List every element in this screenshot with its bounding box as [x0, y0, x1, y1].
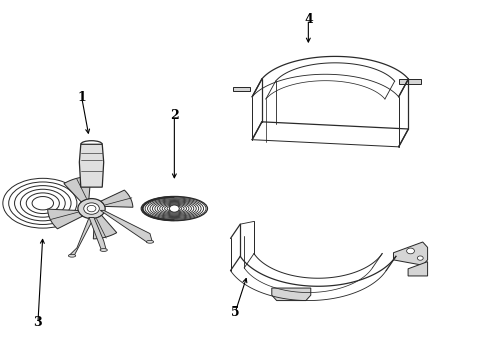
Text: 5: 5 [231, 306, 240, 319]
Circle shape [407, 248, 415, 254]
Text: 4: 4 [304, 13, 313, 26]
Polygon shape [79, 144, 104, 187]
Polygon shape [233, 87, 250, 91]
Ellipse shape [69, 254, 75, 257]
Polygon shape [93, 215, 117, 239]
Polygon shape [100, 210, 152, 243]
Circle shape [87, 205, 96, 212]
Polygon shape [399, 79, 420, 84]
Polygon shape [408, 262, 428, 276]
Polygon shape [64, 176, 91, 202]
Text: 3: 3 [34, 316, 42, 329]
Polygon shape [89, 217, 106, 249]
Ellipse shape [100, 249, 107, 251]
Circle shape [78, 199, 105, 219]
Text: 2: 2 [170, 109, 179, 122]
Polygon shape [70, 217, 94, 255]
Polygon shape [101, 190, 133, 207]
Circle shape [170, 205, 179, 212]
Circle shape [417, 256, 423, 260]
Circle shape [84, 203, 99, 214]
Polygon shape [272, 288, 311, 301]
Ellipse shape [147, 240, 154, 243]
Text: 1: 1 [77, 91, 86, 104]
Polygon shape [393, 242, 428, 265]
Polygon shape [48, 209, 83, 229]
